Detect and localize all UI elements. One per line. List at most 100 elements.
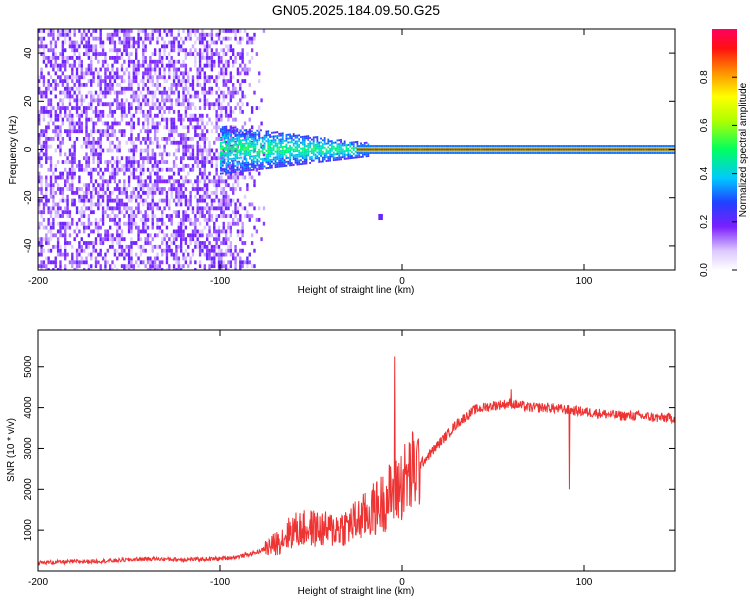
heatmap-cell [161,198,164,203]
heatmap-cell [269,134,271,136]
heatmap-cell [120,98,124,103]
heatmap-cell [294,146,297,149]
heatmap-cell [149,260,152,265]
heatmap-cell [177,167,180,172]
heatmap-cell [125,187,128,191]
heatmap-cell [220,172,222,175]
heatmap-cell [562,150,564,152]
heatmap-cell [587,148,590,151]
heatmap-cell [208,179,211,184]
heatmap-cell [198,167,202,172]
heatmap-cell [142,55,145,60]
heatmap-cell [213,106,216,110]
heatmap-cell [42,82,46,87]
heatmap-cell [365,141,368,144]
heatmap-cell [56,129,60,134]
heatmap-cell [97,260,100,265]
heatmap-cell [179,121,183,126]
heatmap-cell [97,202,100,207]
heatmap-cell [281,149,284,152]
heatmap-cell [547,150,550,152]
heatmap-cell [536,147,539,149]
heatmap-cell [189,121,192,126]
heatmap-cell [47,121,50,126]
heatmap-cell [146,260,150,265]
heatmap-cell [106,202,109,207]
heatmap-cell [469,145,472,148]
heatmap-cell [422,150,424,152]
heatmap-cell [78,252,81,257]
heatmap-cell [443,145,446,148]
heatmap-cell [210,121,214,126]
heatmap-cell [607,145,610,148]
heatmap-cell [239,29,242,33]
heatmap-cell [454,147,457,149]
heatmap-cell [118,36,121,41]
heatmap-cell [222,98,225,103]
heatmap-cell [224,71,228,76]
heatmap-cell [175,125,178,130]
heatmap-cell [647,145,650,148]
heatmap-cell [325,150,328,153]
heatmap-cell [245,148,248,151]
heatmap-cell [118,148,121,153]
heatmap-cell [636,151,639,154]
heatmap-cell [175,102,178,107]
heatmap-cell [215,183,218,188]
heatmap-cell [120,86,124,91]
heatmap-cell [217,264,221,269]
heatmap-cell [146,241,150,245]
heatmap-cell [629,145,632,148]
heatmap-cell [92,71,95,76]
heatmap-cell [130,190,133,195]
heatmap-cell [99,44,102,49]
heatmap-cell [341,154,344,157]
heatmap-cell [56,202,60,207]
heatmap-cell [318,141,321,144]
heatmap-cell [38,206,41,211]
heatmap-cell [71,183,74,188]
heatmap-cell [372,145,375,148]
heatmap-cell [249,146,251,148]
heatmap-cell [97,194,100,199]
heatmap-cell [247,163,250,166]
heatmap-cell [64,198,67,203]
heatmap-cell [434,150,437,152]
heatmap-cell [172,179,176,184]
heatmap-cell [168,237,171,242]
heatmap-cell [191,75,195,80]
heatmap-cell [151,117,154,122]
heatmap-cell [179,117,183,122]
heatmap-cell [451,148,453,151]
heatmap-cell [118,190,121,195]
heatmap-cell [571,151,574,154]
heatmap-cell [49,109,53,114]
heatmap-cell [236,102,240,107]
heatmap-cell [629,148,632,151]
heatmap-cell [336,151,339,153]
heatmap-cell [52,106,55,110]
heatmap-cell [614,147,617,149]
heatmap-cell [232,109,235,114]
heatmap-cell [463,150,466,152]
heatmap-cell [303,137,306,140]
heatmap-cell [142,187,145,191]
heatmap-cell [104,75,107,80]
heatmap-cell [513,148,515,151]
heatmap-cell [170,248,173,253]
heatmap-cell [301,155,304,158]
heatmap-cell [172,252,176,257]
heatmap-cell [354,154,357,157]
heatmap-cell [175,190,178,195]
heatmap-cell [111,133,114,137]
heatmap-cell [254,164,257,167]
heatmap-cell [99,90,102,95]
heatmap-cell [296,148,299,151]
heatmap-cell [189,260,192,265]
heatmap-cell [667,148,670,151]
heatmap-cell [332,147,335,150]
heatmap-cell [38,198,41,203]
heatmap-cell [61,48,65,53]
heatmap-cell [87,221,91,226]
heatmap-cell [142,82,145,87]
